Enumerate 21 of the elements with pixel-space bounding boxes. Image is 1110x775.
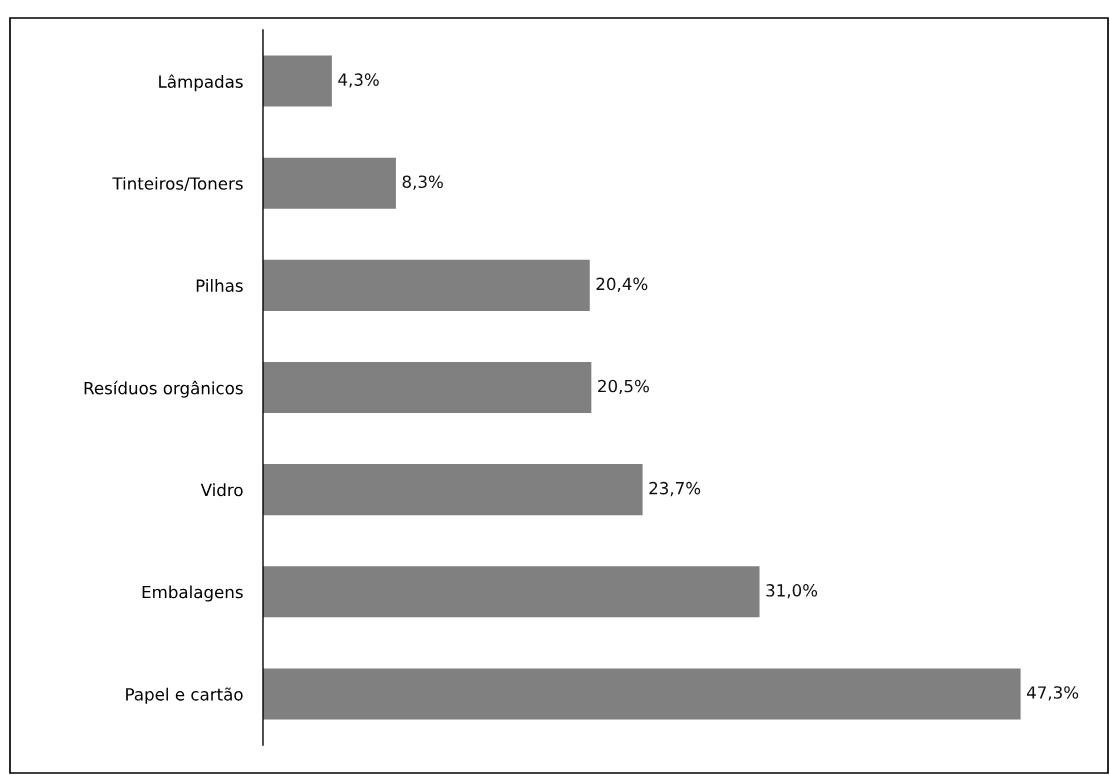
y-tick-label: Lâmpadas [159, 74, 243, 92]
data-label: 23,7% [649, 481, 701, 497]
y-tick-label: Resíduos orgânicos [84, 380, 243, 398]
data-label: 4,3% [338, 73, 379, 88]
bar [263, 259, 590, 311]
y-tick-label: Embalagens [142, 585, 243, 602]
y-tick-label: Tinteiros/Toners [112, 176, 243, 192]
bar [263, 55, 332, 107]
data-label: 8,3% [402, 175, 443, 190]
bar [263, 361, 592, 414]
data-label: 20,4% [596, 277, 648, 292]
bar [263, 464, 643, 516]
data-label: 31,0% [766, 584, 818, 599]
bar [263, 566, 760, 618]
y-tick-label: Vidro [200, 483, 243, 497]
bar [263, 157, 396, 209]
data-label: 20,5% [598, 379, 649, 395]
bar [263, 668, 1021, 720]
y-tick-label: Papel e cartão [126, 687, 243, 704]
data-label: 47,3% [1026, 686, 1079, 701]
y-tick-label: Pilhas [196, 279, 243, 292]
